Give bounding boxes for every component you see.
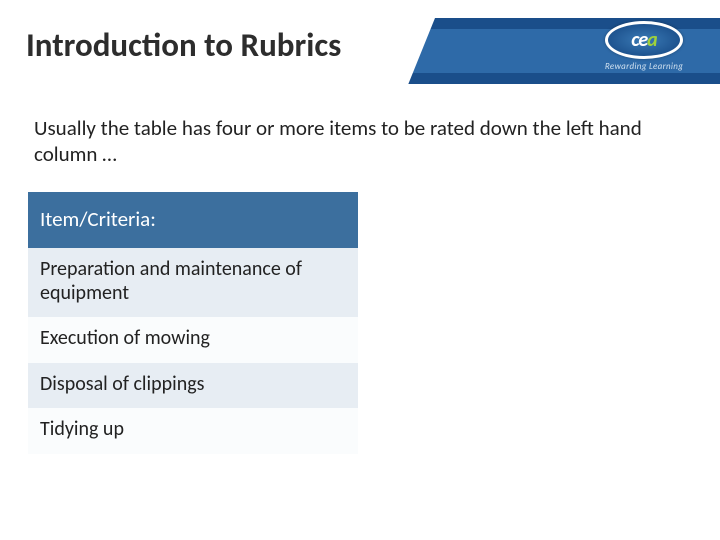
table-row: Tidying up — [28, 408, 358, 454]
table-row: Preparation and maintenance of equipment — [28, 248, 358, 317]
cea-logo-a: a — [647, 28, 657, 52]
cea-logo-tagline: Rewarding Learning — [584, 61, 704, 72]
criteria-table: Item/Criteria: Preparation and maintenan… — [28, 192, 358, 454]
cea-logo-icon: cea — [605, 21, 683, 59]
table-row: Disposal of clippings — [28, 363, 358, 409]
table-row: Execution of mowing — [28, 317, 358, 363]
slide: Introduction to Rubrics cea Rewarding Le… — [0, 0, 720, 540]
header-band: Introduction to Rubrics cea Rewarding Le… — [0, 18, 720, 84]
cea-logo-text: cea — [631, 30, 656, 50]
intro-paragraph: Usually the table has four or more items… — [34, 116, 674, 167]
cea-logo: cea Rewarding Learning — [584, 21, 704, 81]
cea-logo-ce: ce — [631, 28, 647, 52]
table-header: Item/Criteria: — [28, 192, 358, 248]
page-title: Introduction to Rubrics — [26, 25, 341, 65]
